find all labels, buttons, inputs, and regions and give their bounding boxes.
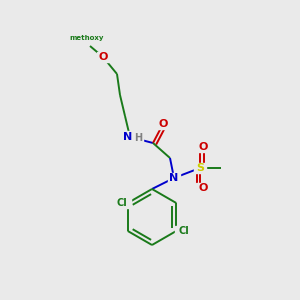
Text: O: O	[198, 183, 208, 193]
Text: Cl: Cl	[179, 226, 190, 236]
Text: O: O	[158, 119, 168, 129]
Text: N: N	[123, 132, 133, 142]
Text: H: H	[134, 133, 142, 143]
Bar	[157, 119, 169, 129]
Text: N: N	[169, 173, 178, 183]
Text: O: O	[198, 142, 208, 152]
Bar	[175, 226, 193, 236]
Bar	[121, 131, 143, 143]
Bar	[196, 142, 210, 152]
Bar	[97, 52, 109, 62]
Text: O: O	[98, 52, 108, 62]
Text: Cl: Cl	[116, 198, 127, 208]
Bar	[113, 198, 131, 208]
Bar	[196, 183, 210, 193]
Bar	[194, 163, 206, 173]
Text: S: S	[196, 163, 204, 173]
Bar	[168, 173, 180, 183]
Text: methoxy: methoxy	[70, 35, 104, 41]
